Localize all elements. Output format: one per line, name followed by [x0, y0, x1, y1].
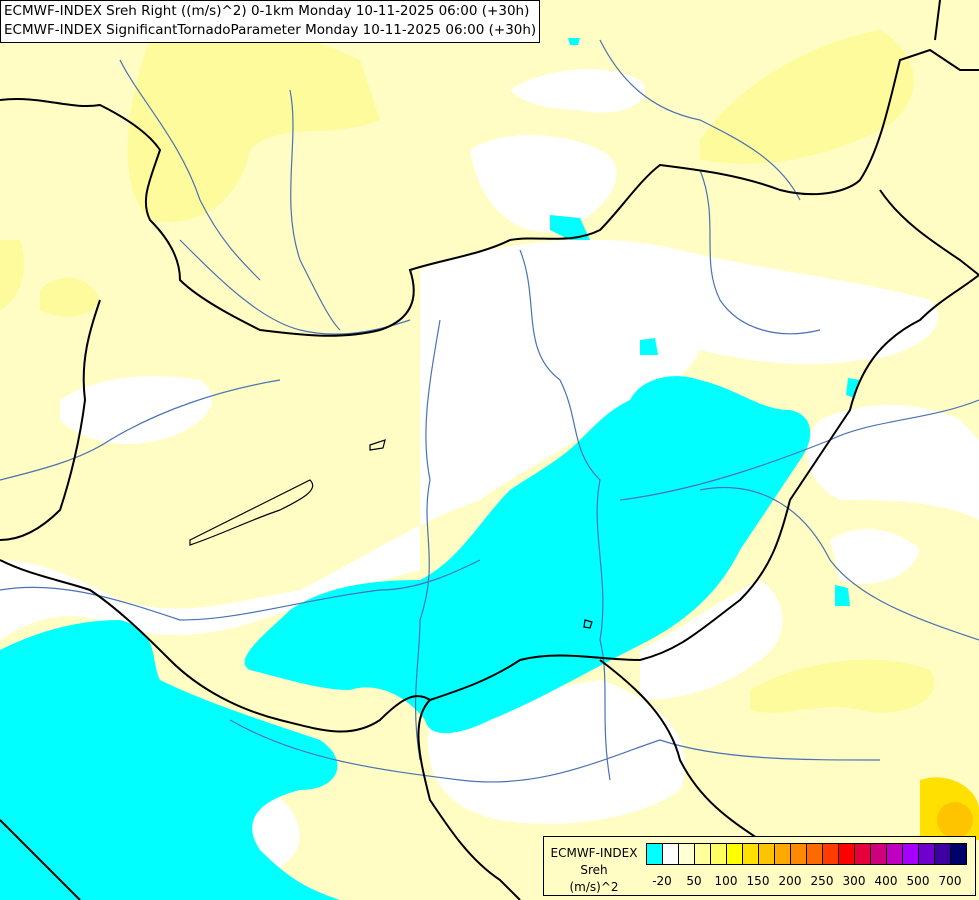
legend-swatch	[775, 844, 791, 864]
legend-swatch	[871, 844, 887, 864]
legend-label: 200	[778, 874, 802, 888]
legend-label: 500	[906, 874, 930, 888]
sreh-field-cyan	[0, 38, 860, 900]
legend-swatch	[647, 844, 663, 864]
legend-swatch	[695, 844, 711, 864]
map-title-line-2: ECMWF-INDEX SignificantTornadoParameter …	[4, 22, 537, 38]
legend-label: 100	[714, 874, 738, 888]
legend-swatch	[711, 844, 727, 864]
lakes	[189, 439, 593, 629]
legend-unit: (m/s)^2	[569, 880, 619, 894]
legend-swatch	[791, 844, 807, 864]
legend-source: ECMWF-INDEX	[550, 846, 638, 860]
legend-swatch	[807, 844, 823, 864]
legend-labels: -20 50 100 150 200 250 300 400 500 700	[646, 874, 968, 890]
legend-swatch	[951, 844, 966, 864]
legend-swatch	[679, 844, 695, 864]
legend-swatch	[919, 844, 935, 864]
legend-swatch	[663, 844, 679, 864]
legend-swatch	[823, 844, 839, 864]
legend-swatch	[903, 844, 919, 864]
legend-label: 400	[874, 874, 898, 888]
legend-swatch	[727, 844, 743, 864]
legend-title: ECMWF-INDEX Sreh (m/s)^2	[548, 845, 640, 896]
map-title-line-1: ECMWF-INDEX Sreh Right ((m/s)^2) 0-1km M…	[4, 3, 530, 19]
legend-color-bar	[646, 843, 967, 865]
color-legend: ECMWF-INDEX Sreh (m/s)^2 -20 50 100 150 200 2…	[543, 836, 976, 896]
legend-label: 250	[810, 874, 834, 888]
legend-swatch	[935, 844, 951, 864]
legend-swatch	[855, 844, 871, 864]
legend-swatch	[887, 844, 903, 864]
sreh-field-yellow	[0, 29, 979, 840]
legend-label: 700	[938, 874, 962, 888]
legend-variable: Sreh	[580, 863, 608, 877]
legend-label: 150	[746, 874, 770, 888]
map-title-box: ECMWF-INDEX Sreh Right ((m/s)^2) 0-1km M…	[0, 0, 541, 43]
legend-swatch	[743, 844, 759, 864]
legend-swatch	[839, 844, 855, 864]
legend-label: 50	[686, 874, 702, 888]
legend-label: 300	[842, 874, 866, 888]
legend-swatch	[759, 844, 775, 864]
legend-label: -20	[652, 874, 672, 888]
